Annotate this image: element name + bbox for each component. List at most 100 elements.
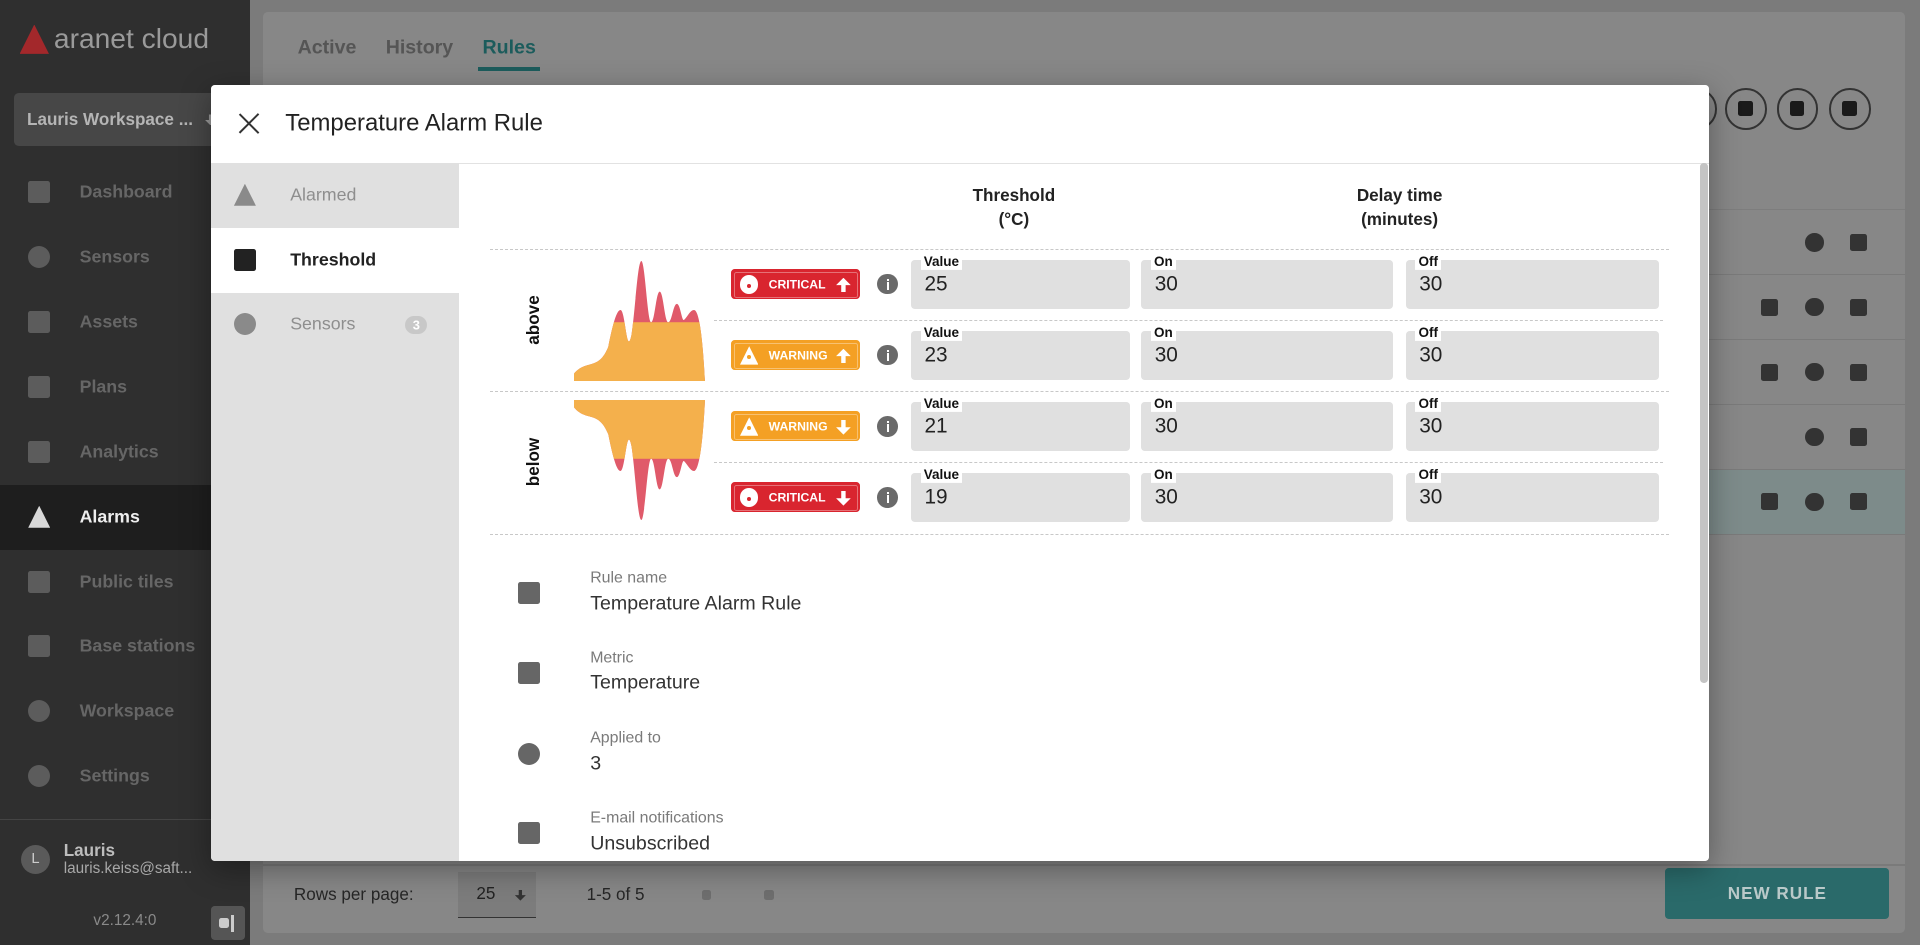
icon (28, 700, 51, 723)
nav-item[interactable]: Assets (0, 290, 250, 355)
brand: aranet cloud (53, 22, 210, 55)
tab[interactable]: Rules (482, 35, 536, 58)
toolbar-filter[interactable] (1776, 88, 1819, 130)
icon[interactable] (1760, 363, 1778, 381)
nav-item[interactable]: Plans (0, 355, 250, 420)
dialog: Temperature Alarm Rule Alarmed Threshold Se… (210, 84, 1710, 861)
column-header: Threshold (972, 185, 1056, 205)
toolbar-filter[interactable] (1725, 88, 1767, 130)
toolbar-filter[interactable] (1829, 88, 1871, 130)
tab[interactable]: Active (297, 35, 357, 58)
group-label: below (523, 437, 543, 486)
nav-item[interactable]: Dashboard (0, 160, 250, 225)
icon[interactable] (877, 486, 899, 508)
input-field[interactable]: Value 23 (910, 324, 1131, 380)
nav-item[interactable]: Base stations (0, 615, 250, 680)
input-field[interactable]: On 30 (1141, 253, 1394, 309)
menu-badge: 3 (405, 315, 428, 335)
menu-label: Threshold (290, 248, 377, 269)
icon[interactable] (1850, 298, 1868, 316)
nav-item[interactable]: Public tiles (0, 550, 250, 615)
nav-label: Assets (79, 311, 138, 332)
icon (219, 918, 229, 929)
scrollbar (1699, 162, 1709, 684)
icon (747, 354, 751, 359)
avatar: L (20, 844, 51, 875)
nav-item[interactable]: Workspace (0, 680, 250, 745)
dialog-title: Temperature Alarm Rule (285, 109, 543, 137)
icon[interactable] (1850, 428, 1868, 446)
nav-item[interactable]: Settings (0, 745, 250, 810)
detail-value: Temperature Alarm Rule (590, 591, 802, 614)
level-badge: CRITICAL (730, 268, 860, 300)
icon (28, 246, 51, 269)
icon[interactable] (877, 344, 899, 366)
illustration-fill (574, 400, 706, 521)
icon[interactable] (877, 273, 899, 295)
input-field[interactable]: Value 21 (910, 395, 1131, 451)
nav-item[interactable]: Sensors (0, 225, 250, 290)
icon[interactable] (1805, 492, 1824, 512)
nav-label: Plans (79, 376, 128, 397)
input-field[interactable]: Value 25 (910, 253, 1131, 309)
nav-item[interactable]: Analytics (0, 420, 250, 485)
info-dot (886, 278, 889, 281)
dialog-header-line (210, 162, 1710, 165)
divider (489, 390, 1669, 392)
input-field[interactable]: Value 19 (910, 466, 1131, 522)
nav-label: Workspace (79, 700, 175, 721)
input-field[interactable]: Off 30 (1405, 253, 1660, 309)
illustration-fill (574, 260, 706, 381)
menu-item[interactable]: Sensors 3 (211, 293, 460, 358)
new-rule-button[interactable]: NEW RULE (1665, 868, 1890, 920)
icon[interactable] (1805, 298, 1824, 317)
icon[interactable] (701, 890, 712, 900)
icon[interactable] (1850, 363, 1868, 381)
icon[interactable] (1805, 362, 1824, 382)
icon (28, 505, 51, 528)
footer-line (263, 864, 1906, 866)
icon (514, 889, 526, 901)
user-email: lauris.keiss@saft... (63, 860, 193, 878)
icon (1738, 101, 1753, 116)
input-field[interactable]: On 30 (1141, 324, 1394, 380)
divider (713, 319, 1663, 321)
divider (489, 533, 1669, 536)
workspace-select[interactable]: Lauris Workspace ... (13, 93, 240, 146)
input-field[interactable]: Off 30 (1405, 466, 1660, 522)
menu-item[interactable]: Threshold (210, 227, 460, 293)
icon (28, 310, 51, 333)
menu-item[interactable]: Alarmed (211, 163, 460, 228)
rows-per-page-label: Rows per page: (293, 884, 414, 904)
icon[interactable] (1760, 493, 1778, 511)
input-field[interactable]: On 30 (1141, 395, 1394, 451)
icon[interactable] (1850, 233, 1868, 251)
icon (517, 822, 540, 845)
icon (233, 248, 256, 271)
icon[interactable] (1805, 233, 1824, 252)
nav-label: Analytics (79, 441, 159, 462)
input-field[interactable]: On 30 (1141, 466, 1394, 522)
close-button[interactable] (237, 111, 262, 136)
detail-label: E-mail notifications (590, 809, 724, 827)
input-field[interactable]: Off 30 (1405, 395, 1660, 451)
icon[interactable] (764, 890, 774, 900)
dialog-content: Threshold (°C) Delay time (minutes) above CRI… (459, 162, 1709, 861)
collapse-button[interactable] (210, 906, 245, 941)
nav-item[interactable]: Alarms (0, 485, 250, 550)
icon[interactable] (1850, 493, 1868, 511)
info-stem (886, 353, 889, 361)
column-header: (minutes) (1361, 210, 1439, 230)
input-field[interactable]: Off 30 (1405, 324, 1660, 380)
illustration-warning (574, 322, 706, 381)
tab[interactable]: History (385, 35, 454, 58)
rows-per-page-select[interactable]: 25 (457, 871, 537, 919)
level-badge: WARNING (730, 339, 860, 371)
icon[interactable] (877, 415, 899, 437)
menu-label: Sensors (290, 313, 356, 334)
icon[interactable] (1760, 298, 1778, 316)
user-name: Lauris (63, 840, 115, 860)
icon[interactable] (1805, 427, 1824, 447)
field-value: 30 (1154, 272, 1178, 296)
